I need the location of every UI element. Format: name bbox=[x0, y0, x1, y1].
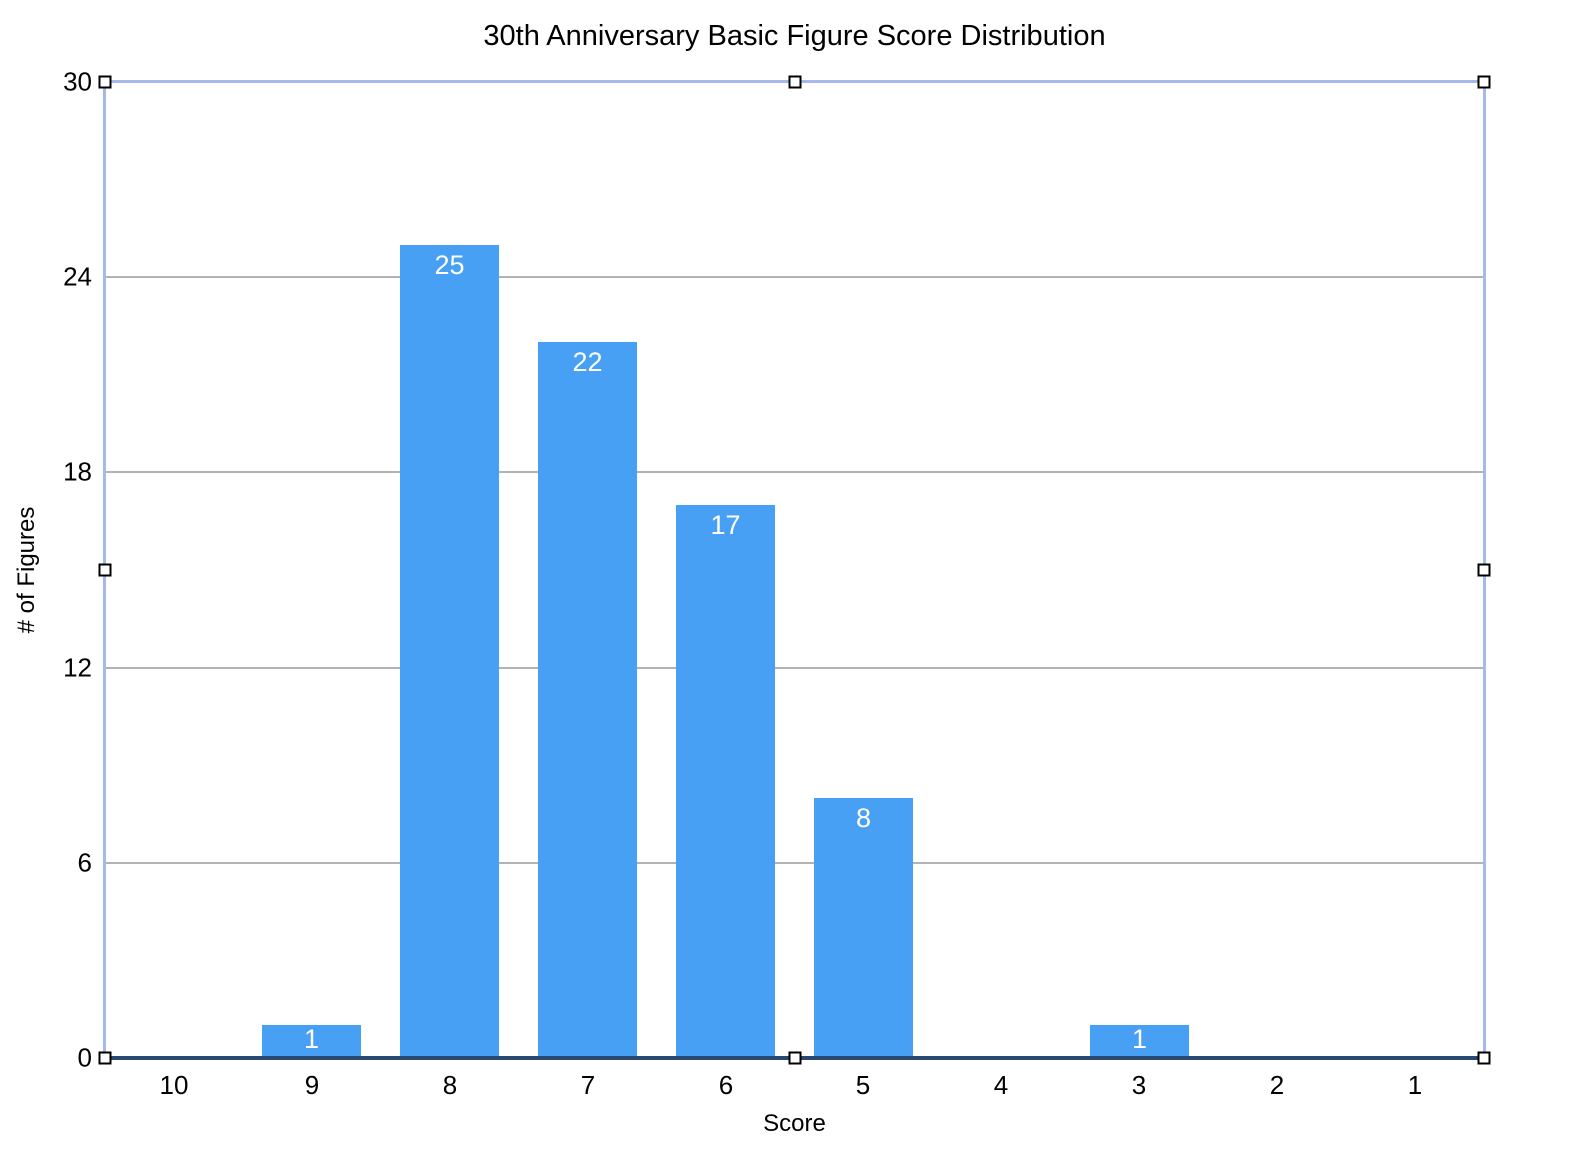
x-tick-label: 6 bbox=[718, 1070, 734, 1100]
gridline bbox=[105, 666, 1484, 669]
bar-value-label: 1 bbox=[303, 1024, 320, 1054]
bar-score-6[interactable]: 17 bbox=[676, 505, 775, 1058]
y-tick-label: 18 bbox=[63, 456, 92, 487]
x-tick-label: 1 bbox=[1407, 1070, 1423, 1100]
selection-handle-top-center[interactable] bbox=[788, 75, 801, 89]
bar-score-8[interactable]: 25 bbox=[400, 245, 499, 1058]
x-tick-label: 8 bbox=[442, 1070, 458, 1100]
selection-handle-bottom-center[interactable] bbox=[788, 1051, 801, 1065]
x-tick-label: 2 bbox=[1269, 1070, 1285, 1100]
x-tick-label: 3 bbox=[1131, 1070, 1147, 1100]
selection-handle-bottom-right[interactable] bbox=[1477, 1051, 1491, 1065]
bar-value-label: 25 bbox=[434, 250, 465, 280]
y-tick-label: 6 bbox=[77, 847, 92, 878]
bar-score-7[interactable]: 22 bbox=[538, 342, 637, 1058]
x-tick-label: 9 bbox=[304, 1070, 320, 1100]
bar-value-label: 1 bbox=[1131, 1024, 1148, 1054]
x-tick-label: 5 bbox=[855, 1070, 871, 1100]
selection-handle-bottom-left[interactable] bbox=[98, 1051, 112, 1065]
x-tick-label: 10 bbox=[159, 1070, 189, 1100]
y-tick-label: 24 bbox=[63, 261, 92, 292]
selection-handle-mid-right[interactable] bbox=[1477, 563, 1491, 577]
bar-value-label: 22 bbox=[572, 347, 603, 377]
x-tick-label: 7 bbox=[580, 1070, 596, 1100]
y-axis-title: # of Figures bbox=[13, 506, 40, 634]
y-tick-label: 30 bbox=[63, 66, 92, 97]
x-tick-label: 4 bbox=[993, 1070, 1009, 1100]
selection-handle-top-right[interactable] bbox=[1477, 75, 1491, 89]
gridline bbox=[105, 471, 1484, 474]
bar-score-5[interactable]: 8 bbox=[814, 798, 913, 1058]
selection-handle-mid-left[interactable] bbox=[98, 563, 112, 577]
bar-value-label: 8 bbox=[855, 803, 872, 833]
y-tick-label: 0 bbox=[77, 1042, 92, 1073]
chart-title: 30th Anniversary Basic Figure Score Dist… bbox=[483, 20, 1106, 52]
bar-value-label: 17 bbox=[710, 510, 741, 540]
bar-score-3[interactable]: 1 bbox=[1090, 1025, 1189, 1058]
selection-border bbox=[103, 80, 1486, 1060]
gridline bbox=[105, 861, 1484, 864]
bar-score-9[interactable]: 1 bbox=[262, 1025, 361, 1058]
gridline bbox=[105, 276, 1484, 279]
y-tick-label: 12 bbox=[63, 652, 92, 683]
x-axis-title: Score bbox=[763, 1110, 826, 1137]
selection-handle-top-left[interactable] bbox=[98, 75, 112, 89]
